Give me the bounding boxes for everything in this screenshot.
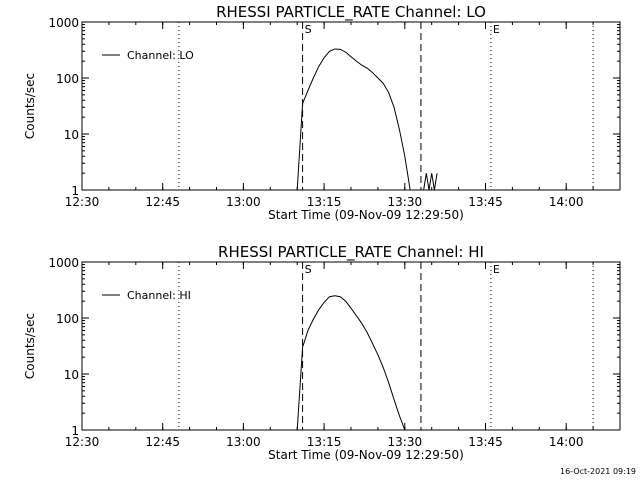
chart-title: RHESSI PARTICLE_RATE Channel: LO xyxy=(216,3,486,22)
panel-lo-channel: RHESSI PARTICLE_RATE Channel: LO 12:30 12:… xyxy=(23,3,621,222)
x-tick-label: 13:30 xyxy=(388,435,423,449)
x-axis-label: Start Time (09-Nov-09 12:29:50) xyxy=(268,448,464,462)
x-tick-label: 13:45 xyxy=(468,195,503,209)
y-tick-label: 1 xyxy=(71,424,79,438)
marker-label-s: S xyxy=(305,23,312,36)
y-tick-label: 10 xyxy=(64,368,79,382)
series-line xyxy=(423,173,438,191)
y-tick-label: 1 xyxy=(71,184,79,198)
x-tick-label: 12:30 xyxy=(65,435,100,449)
x-tick-label: 13:00 xyxy=(226,435,261,449)
y-tick-label: 10 xyxy=(64,128,79,142)
series-line xyxy=(296,295,406,431)
legend-entry: Channel: HI xyxy=(127,289,191,302)
marker-label-e: E xyxy=(493,263,500,276)
y-tick-label: 1000 xyxy=(48,16,79,30)
x-axis-label: Start Time (09-Nov-09 12:29:50) xyxy=(268,208,464,222)
x-tick-label: 12:30 xyxy=(65,195,100,209)
footer-timestamp: 16-Oct-2021 09:19 xyxy=(560,467,636,476)
y-tick-label: 100 xyxy=(56,72,79,86)
y-tick-label: 1000 xyxy=(48,256,79,270)
marker-label-e: E xyxy=(493,23,500,36)
x-tick-label: 13:00 xyxy=(226,195,261,209)
x-tick-label: 13:15 xyxy=(307,435,342,449)
x-tick-label: 13:15 xyxy=(307,195,342,209)
x-tick-label: 12:45 xyxy=(145,195,180,209)
x-tick-label: 13:30 xyxy=(388,195,423,209)
legend-entry: Channel: LO xyxy=(127,49,194,62)
y-axis-label: Counts/sec xyxy=(23,313,37,379)
chart-title: RHESSI PARTICLE_RATE Channel: HI xyxy=(218,243,484,262)
marker-label-s: S xyxy=(305,263,312,276)
y-tick-label: 100 xyxy=(56,312,79,326)
panel-hi-channel: RHESSI PARTICLE_RATE Channel: HI 12:30 12:… xyxy=(23,243,621,462)
series-line xyxy=(296,48,411,191)
y-axis-label: Counts/sec xyxy=(23,73,37,139)
x-tick-label: 13:45 xyxy=(468,435,503,449)
x-tick-label: 14:00 xyxy=(549,195,584,209)
plot-frame xyxy=(81,21,621,191)
x-tick-label: 12:45 xyxy=(145,435,180,449)
x-tick-label: 14:00 xyxy=(549,435,584,449)
plot-frame xyxy=(81,261,621,431)
